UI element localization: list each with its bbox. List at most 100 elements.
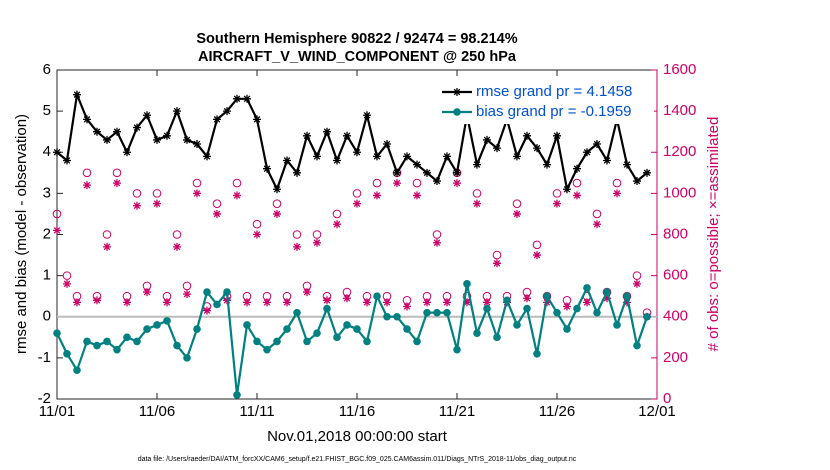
dot-marker bbox=[373, 292, 381, 300]
asterisk-marker bbox=[103, 242, 111, 251]
y2-tick-label: 1000 bbox=[663, 184, 696, 201]
dot-marker bbox=[73, 366, 81, 375]
dot-marker bbox=[53, 329, 61, 338]
circle-marker bbox=[372, 178, 382, 188]
asterisk-marker bbox=[83, 115, 91, 124]
dot-marker bbox=[363, 337, 371, 346]
footnote: data file: /Users/raeder/DAI/ATM_forcXX/… bbox=[138, 456, 577, 463]
asterisk-marker bbox=[643, 168, 651, 177]
asterisk-marker bbox=[373, 191, 381, 200]
asterisk-marker bbox=[583, 298, 591, 307]
asterisk-marker bbox=[323, 127, 331, 136]
circle-marker bbox=[152, 189, 162, 198]
circle-marker bbox=[62, 271, 72, 280]
circle-marker bbox=[532, 240, 542, 250]
dot-marker bbox=[263, 345, 271, 354]
dot-marker bbox=[343, 321, 351, 329]
circle-marker bbox=[472, 189, 482, 198]
asterisk-marker bbox=[553, 199, 561, 208]
dot-marker bbox=[563, 325, 571, 333]
circle-marker bbox=[182, 281, 192, 291]
asterisk-marker bbox=[153, 199, 161, 208]
asterisk-marker bbox=[133, 201, 141, 210]
dot-marker bbox=[223, 288, 231, 296]
dot-marker bbox=[243, 321, 251, 329]
dot-marker bbox=[553, 308, 561, 317]
asterisk-marker bbox=[63, 279, 71, 288]
asterisk-marker bbox=[243, 94, 251, 103]
dot-marker bbox=[143, 325, 151, 333]
asterisk-marker bbox=[73, 90, 81, 99]
dot-marker bbox=[333, 333, 341, 342]
asterisk-marker bbox=[383, 140, 391, 149]
asterisk-marker bbox=[53, 226, 61, 235]
asterisk-marker bbox=[313, 152, 321, 161]
dot-marker bbox=[113, 345, 121, 354]
dot-marker bbox=[543, 292, 551, 300]
circle-marker bbox=[292, 230, 302, 239]
asterisk-marker bbox=[393, 179, 401, 188]
circle-marker bbox=[632, 271, 642, 280]
series-line bbox=[56, 90, 648, 193]
asterisk-marker bbox=[83, 181, 91, 190]
x-tick-label: 11/11 bbox=[239, 403, 274, 420]
asterisk-marker bbox=[633, 279, 641, 288]
y-tick-label: 1 bbox=[43, 267, 51, 284]
legend-marker bbox=[453, 108, 461, 116]
asterisk-marker bbox=[123, 148, 131, 157]
asterisk-marker bbox=[193, 140, 201, 149]
x-tick-label: 11/26 bbox=[539, 403, 575, 420]
dot-marker bbox=[413, 337, 421, 346]
chart-subtitle: AIRCRAFT_V_WIND_COMPONENT @ 250 hPa bbox=[198, 49, 517, 65]
asterisk-marker bbox=[133, 123, 141, 132]
asterisk-marker bbox=[413, 160, 421, 169]
dot-marker bbox=[293, 308, 301, 317]
legend-label: rmse grand pr = 4.1458 bbox=[476, 83, 632, 100]
asterisk-marker bbox=[453, 168, 461, 177]
asterisk-marker bbox=[443, 298, 451, 307]
dot-marker bbox=[233, 391, 241, 399]
circle-marker bbox=[512, 199, 522, 208]
asterisk-marker bbox=[113, 127, 121, 136]
asterisk-marker bbox=[253, 230, 261, 239]
asterisk-marker bbox=[283, 298, 291, 307]
y-tick-label: 5 bbox=[43, 102, 51, 119]
asterisk-marker bbox=[513, 152, 521, 161]
asterisk-marker bbox=[353, 148, 361, 157]
asterisk-marker bbox=[363, 111, 371, 120]
asterisk-marker bbox=[313, 238, 321, 247]
dot-marker bbox=[93, 341, 101, 350]
asterisk-marker bbox=[613, 189, 621, 198]
asterisk-marker bbox=[333, 156, 341, 165]
dot-marker bbox=[163, 317, 171, 325]
asterisk-marker bbox=[443, 152, 451, 161]
asterisk-marker bbox=[273, 209, 281, 218]
legend-label: bias grand pr = -0.1959 bbox=[476, 103, 632, 120]
asterisk-marker bbox=[593, 220, 601, 229]
circle-marker bbox=[192, 178, 202, 188]
asterisk-marker bbox=[223, 107, 231, 116]
circle-marker bbox=[432, 230, 442, 239]
circle-marker bbox=[112, 168, 122, 178]
asterisk-marker bbox=[513, 209, 521, 218]
asterisk-marker bbox=[553, 131, 561, 140]
asterisk-marker bbox=[63, 156, 71, 165]
asterisk-marker bbox=[283, 156, 291, 165]
asterisk-marker bbox=[623, 160, 631, 169]
dot-marker bbox=[623, 292, 631, 300]
asterisk-marker bbox=[303, 131, 311, 140]
x-axis-label: Nov.01,2018 00:00:00 start bbox=[267, 428, 448, 445]
asterisk-marker bbox=[93, 127, 101, 136]
y2-tick-label: 0 bbox=[663, 390, 671, 407]
asterisk-marker bbox=[343, 294, 351, 303]
circle-marker bbox=[252, 219, 262, 229]
asterisk-marker bbox=[423, 168, 431, 177]
asterisk-marker bbox=[163, 131, 171, 140]
asterisk-marker bbox=[253, 115, 261, 124]
asterisk-marker bbox=[493, 259, 501, 268]
y2-tick-label: 800 bbox=[663, 225, 688, 242]
circle-marker bbox=[172, 230, 182, 239]
y2-tick-label: 1400 bbox=[663, 102, 696, 119]
dot-marker bbox=[633, 341, 641, 350]
